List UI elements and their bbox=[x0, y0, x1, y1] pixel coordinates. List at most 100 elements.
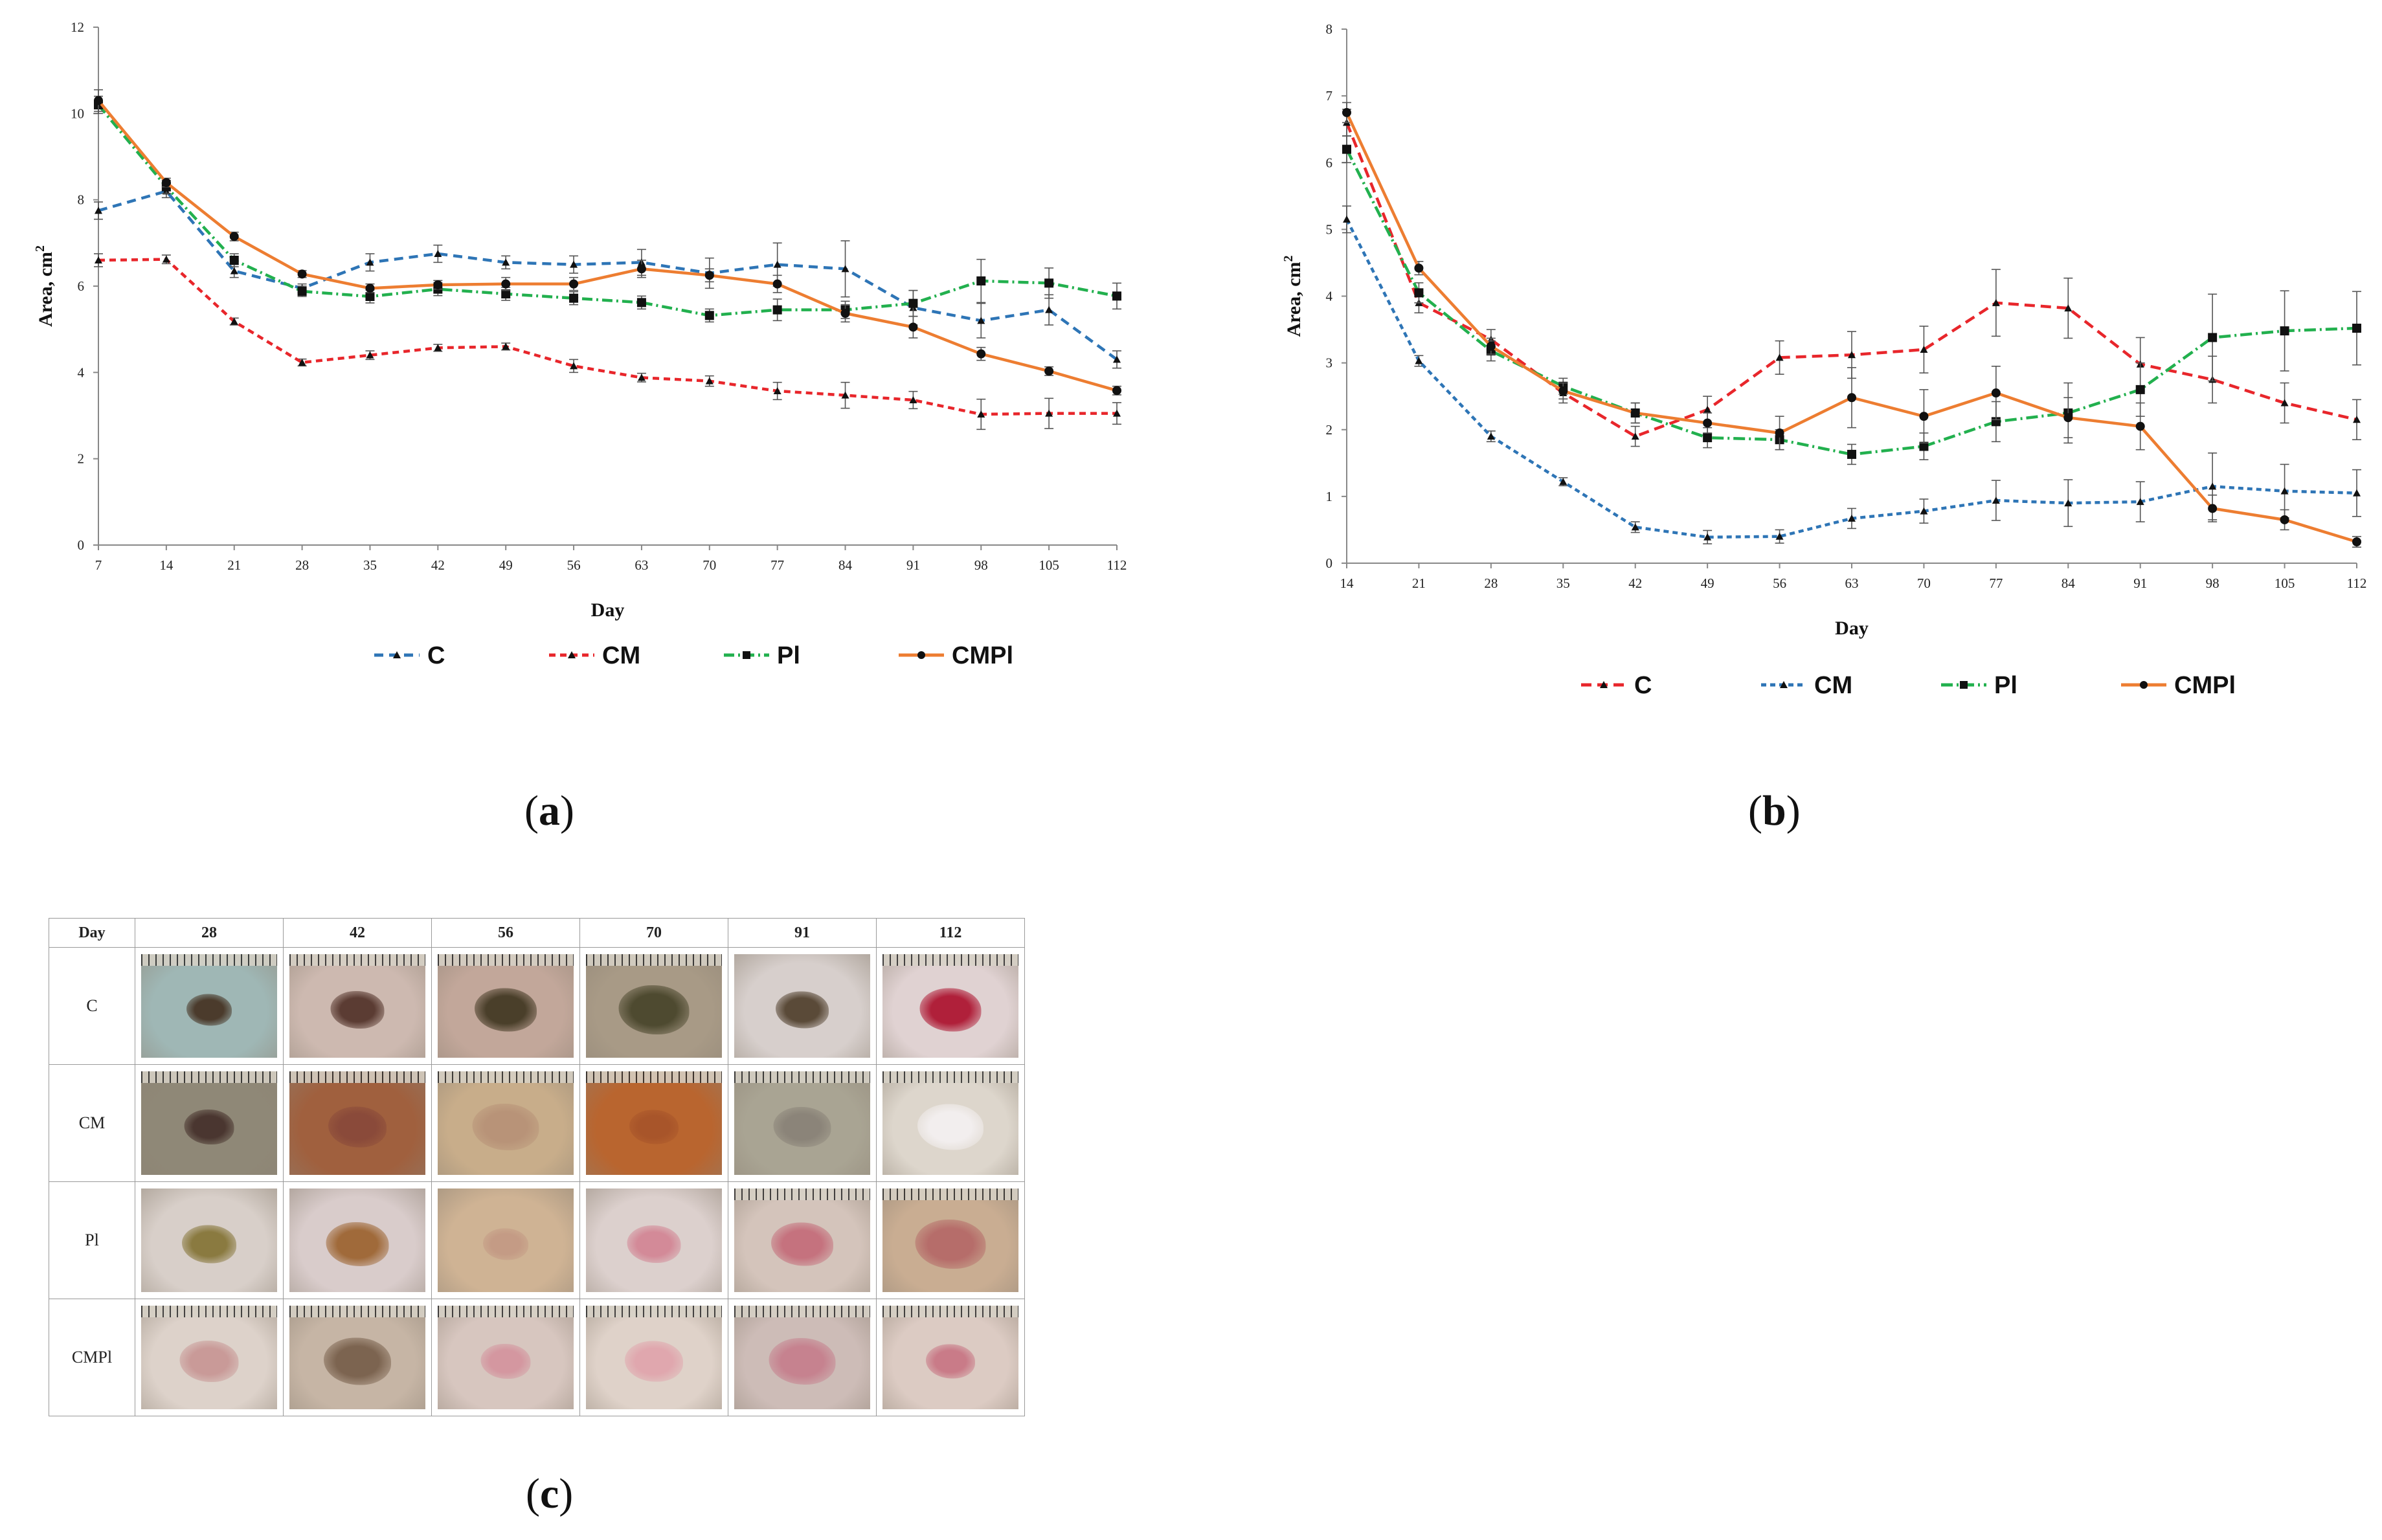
data-point bbox=[1045, 409, 1053, 417]
legend-marker bbox=[1960, 681, 1968, 689]
ruler bbox=[438, 1071, 574, 1083]
data-point bbox=[1775, 428, 1784, 438]
ruler bbox=[734, 1188, 870, 1200]
ruler bbox=[586, 954, 722, 966]
data-point bbox=[1703, 405, 1712, 413]
data-point bbox=[636, 298, 646, 307]
x-tick-label: 77 bbox=[770, 557, 784, 573]
photo-table-cell bbox=[135, 1064, 284, 1182]
data-point bbox=[2208, 504, 2218, 513]
x-axis-title: Day bbox=[1835, 618, 1869, 639]
y-tick-label: 0 bbox=[1326, 555, 1333, 571]
series-line-pl bbox=[97, 104, 1118, 317]
data-point bbox=[1775, 353, 1784, 361]
data-point bbox=[365, 284, 375, 293]
data-point bbox=[1343, 215, 1351, 223]
y-tick-label: 4 bbox=[1326, 289, 1333, 304]
wound-photo bbox=[586, 1188, 722, 1292]
wound-lesion bbox=[483, 1228, 528, 1260]
legend-marker bbox=[568, 651, 576, 658]
data-point bbox=[2353, 416, 2361, 423]
data-point bbox=[1045, 306, 1053, 313]
chart-a: 0 2 4 6 8 10 12 7 14 21 28 35 42 49 56 63 70 77 84 91 98 105 1… bbox=[33, 19, 1127, 669]
data-point bbox=[1992, 497, 2000, 504]
x-tick-label: 49 bbox=[1701, 575, 1714, 591]
data-point bbox=[95, 206, 102, 214]
ruler bbox=[141, 1071, 277, 1083]
data-point bbox=[2208, 482, 2217, 490]
x-tick-label: 84 bbox=[838, 557, 853, 573]
photo-table-cell bbox=[283, 1299, 432, 1416]
legend-label: C bbox=[1634, 672, 1652, 699]
panel-label-c: (c) bbox=[526, 1470, 574, 1517]
data-point bbox=[2280, 515, 2289, 524]
wound-photo bbox=[141, 1188, 277, 1292]
photo-table-day-header: 112 bbox=[876, 918, 1025, 948]
data-point bbox=[366, 258, 374, 266]
data-point bbox=[569, 279, 579, 289]
ruler bbox=[882, 1071, 1018, 1083]
legend-marker bbox=[743, 651, 750, 659]
data-point bbox=[2135, 385, 2145, 394]
data-point bbox=[841, 265, 849, 273]
wound-photo bbox=[882, 1306, 1018, 1409]
y-tick-label: 0 bbox=[78, 537, 85, 553]
wound-photo bbox=[734, 954, 870, 1058]
wound-photo bbox=[882, 954, 1018, 1058]
data-point bbox=[1848, 514, 1856, 522]
legend-label: C bbox=[427, 642, 445, 669]
data-point bbox=[1703, 418, 1713, 428]
photo-table-header-row: Day 28 42 56 70 91 112 bbox=[49, 918, 1025, 948]
photo-table-cell bbox=[431, 1181, 580, 1299]
y-axis-title-sup: 2 bbox=[33, 245, 47, 252]
data-point bbox=[501, 279, 511, 289]
wound-lesion bbox=[330, 991, 385, 1029]
x-tick-label: 56 bbox=[1773, 575, 1786, 591]
data-point bbox=[1559, 478, 1567, 485]
y-tick-label: 2 bbox=[1326, 422, 1333, 438]
photo-table-day-header: 42 bbox=[283, 918, 432, 948]
legend-marker bbox=[917, 651, 925, 659]
ruler bbox=[438, 954, 574, 966]
data-point bbox=[229, 256, 239, 265]
data-point bbox=[1112, 386, 1121, 396]
data-point bbox=[230, 267, 238, 274]
data-point bbox=[2352, 537, 2361, 546]
photo-table-day-header: 28 bbox=[135, 918, 284, 948]
wound-photo bbox=[141, 1071, 277, 1175]
data-point bbox=[1775, 532, 1784, 540]
data-point bbox=[637, 374, 646, 381]
x-tick-label: 70 bbox=[1917, 575, 1931, 591]
ruler bbox=[586, 1306, 722, 1317]
data-point bbox=[1703, 433, 1713, 443]
data-point bbox=[1847, 449, 1856, 459]
data-point bbox=[2280, 399, 2289, 407]
photo-table-cell bbox=[876, 1299, 1025, 1416]
x-tick-label: 14 bbox=[159, 557, 174, 573]
ruler bbox=[289, 954, 425, 966]
data-point bbox=[434, 250, 442, 257]
x-tick-label: 56 bbox=[567, 557, 581, 573]
wound-photo bbox=[141, 1306, 277, 1409]
x-tick-label: 91 bbox=[906, 557, 920, 573]
x-tick-label: 49 bbox=[499, 557, 513, 573]
ruler bbox=[289, 1306, 425, 1317]
data-point bbox=[908, 322, 918, 332]
wound-lesion bbox=[773, 1107, 831, 1148]
photo-table-cell bbox=[579, 947, 728, 1065]
data-point bbox=[704, 271, 714, 280]
data-point bbox=[841, 391, 849, 399]
photo-table-cell bbox=[283, 947, 432, 1065]
data-point bbox=[94, 96, 103, 106]
y-tick-label: 6 bbox=[78, 278, 85, 294]
photo-table-row: CM bbox=[49, 1064, 1025, 1182]
y-tick-label: 7 bbox=[1326, 88, 1333, 104]
data-point bbox=[2280, 487, 2289, 495]
data-point bbox=[570, 362, 578, 370]
data-point bbox=[773, 260, 781, 268]
data-point bbox=[977, 317, 985, 324]
photo-table-day-header: 70 bbox=[579, 918, 728, 948]
photo-table-cell bbox=[728, 947, 877, 1065]
wound-lesion bbox=[179, 1341, 239, 1383]
